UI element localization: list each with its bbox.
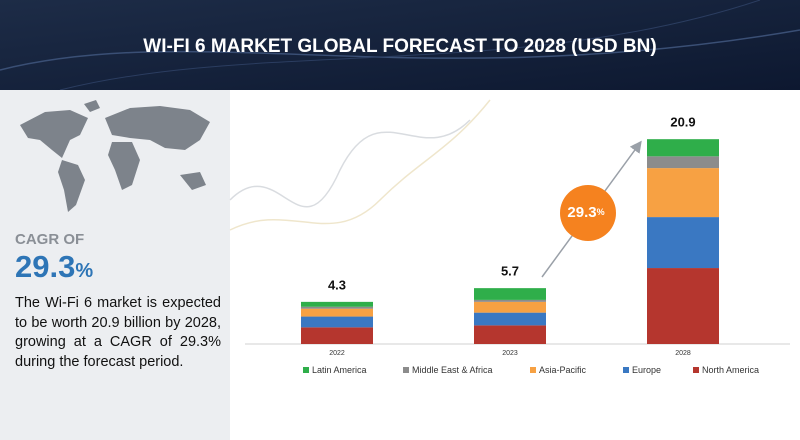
- decor-swirl: [229, 119, 471, 208]
- bar-segment: [647, 268, 719, 344]
- total-label: 5.7: [501, 264, 519, 279]
- bar-segment: [647, 217, 719, 269]
- bar-segment: [301, 306, 373, 309]
- cagr-bubble-value: 29.3: [567, 204, 596, 221]
- bar-segment: [474, 312, 546, 326]
- cagr-bubble: [560, 185, 616, 241]
- legend-label: Asia-Pacific: [539, 365, 587, 375]
- bar-segment: [474, 299, 546, 302]
- bar-segment: [301, 301, 373, 307]
- cagr-value: 29.3%: [15, 249, 221, 285]
- world-map: [20, 100, 210, 212]
- legend-swatch: [693, 367, 699, 373]
- cagr-unit: %: [75, 260, 94, 282]
- bar-segment: [474, 325, 546, 344]
- legend-swatch: [303, 367, 309, 373]
- bar-segment: [301, 316, 373, 328]
- cagr-label: CAGR OF: [15, 231, 85, 248]
- bar-segment: [647, 168, 719, 218]
- total-label: 4.3: [328, 277, 346, 292]
- total-label: 20.9: [670, 115, 695, 130]
- x-tick-label: 2028: [675, 350, 691, 357]
- legend-label: Middle East & Africa: [412, 365, 493, 375]
- legend-label: Europe: [632, 365, 661, 375]
- bar-segment: [301, 327, 373, 344]
- legend-swatch: [623, 367, 629, 373]
- header-band: [0, 0, 800, 90]
- bar-segment: [647, 156, 719, 169]
- cagr-bubble-unit: %: [597, 207, 605, 217]
- legend-label: North America: [702, 365, 759, 375]
- x-tick-label: 2022: [329, 350, 345, 357]
- bar-segment: [474, 288, 546, 300]
- header-streak: [59, 0, 761, 91]
- bar-segment: [474, 301, 546, 313]
- x-tick-label: 2023: [502, 350, 518, 357]
- bar-segment: [301, 308, 373, 317]
- title: WI-FI 6 MARKET GLOBAL FORECAST TO 2028 (…: [143, 36, 656, 57]
- decor-swirl: [229, 99, 491, 231]
- bar-segment: [647, 139, 719, 157]
- description: The Wi-Fi 6 market is expected to be wor…: [15, 295, 221, 370]
- legend-label: Latin America: [312, 365, 367, 375]
- legend-swatch: [403, 367, 409, 373]
- legend-swatch: [530, 367, 536, 373]
- cagr-number: 29.3: [15, 249, 76, 284]
- header-streak: [0, 29, 800, 71]
- cagr-bubble-label: 29.3%: [567, 204, 604, 221]
